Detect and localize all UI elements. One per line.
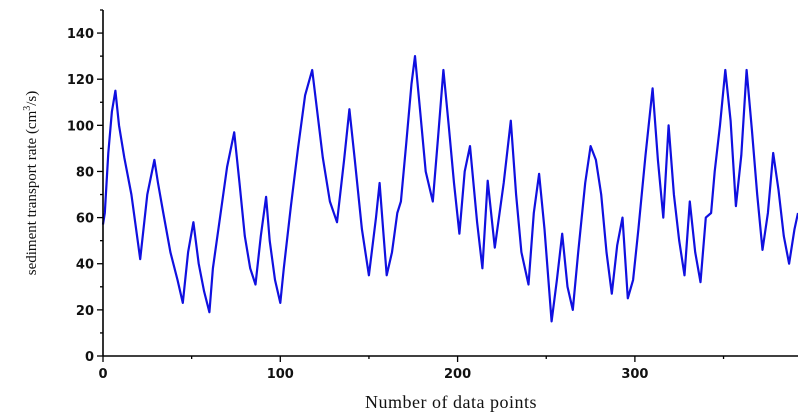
- y-tick-label: 40: [76, 258, 94, 273]
- y-tick-label: 20: [76, 304, 94, 319]
- y-axis-title-sup: 3: [22, 106, 33, 111]
- x-tick-label: 100: [267, 367, 294, 382]
- y-axis-title-prefix: sediment transport rate (cm: [24, 110, 40, 275]
- y-tick-label: 0: [85, 350, 94, 365]
- y-tick-label: 60: [76, 212, 94, 227]
- y-axis-title: sediment transport rate (cm3/s): [22, 91, 40, 276]
- series-line: [101, 55, 798, 323]
- x-tick-label: 200: [444, 367, 471, 382]
- y-axis-title-suffix: /s): [24, 91, 40, 106]
- x-axis-title: Number of data points: [365, 392, 537, 412]
- axes-layer: [102, 10, 798, 357]
- y-tick-label: 80: [76, 165, 94, 180]
- y-tick-label: 120: [67, 73, 94, 88]
- y-tick-label: 100: [67, 119, 94, 134]
- x-tick-label: 300: [621, 367, 648, 382]
- y-tick-label: 140: [67, 27, 94, 42]
- ticks-layer: 0 20 40 60 80 100 120 140 0 100 200 300: [67, 9, 725, 382]
- x-tick-label: 0: [98, 367, 107, 382]
